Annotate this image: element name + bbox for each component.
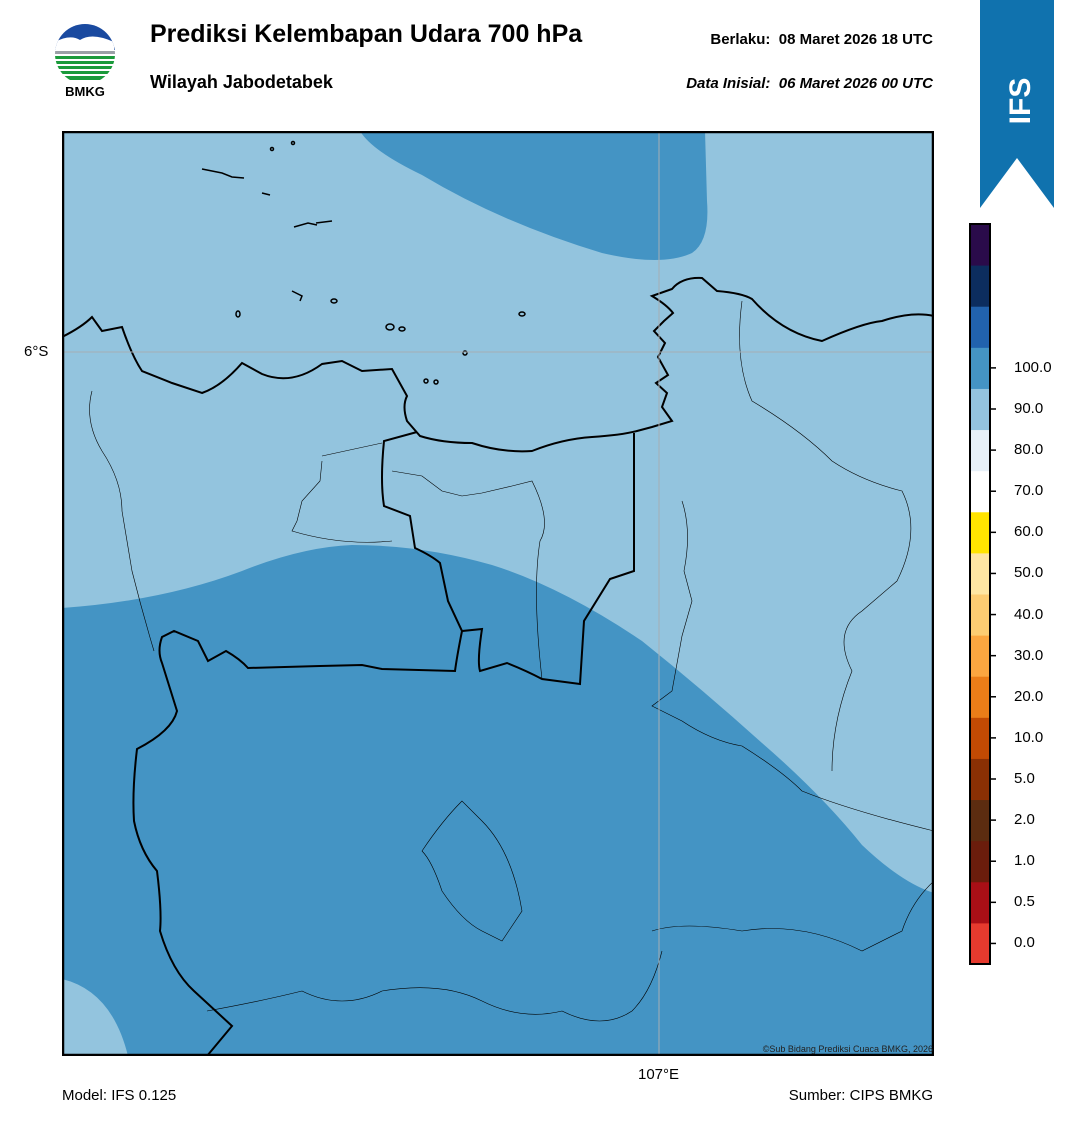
province-border <box>381 431 635 686</box>
colorbar-label: 40.0 <box>1014 605 1044 623</box>
colorbar-label: 30.0 <box>1014 646 1044 664</box>
colorbar-segment <box>970 881 990 924</box>
colorbar-label: 10.0 <box>1014 728 1044 746</box>
colorbar-segment <box>970 635 990 677</box>
valid-time: Berlaku: 08 Maret 2026 18 UTC <box>710 31 933 48</box>
colorbar-segment <box>970 552 990 595</box>
colorbar-segment <box>970 306 990 348</box>
longitude-label: 107°E <box>638 1066 680 1083</box>
colorbar-label: 20.0 <box>1014 687 1044 705</box>
region-subtitle: Wilayah Jabodetabek <box>150 72 333 92</box>
ifs-badge: IFS <box>980 0 1054 208</box>
humidity-map <box>62 131 934 1056</box>
colorbar <box>969 223 996 965</box>
model-label: Model: IFS 0.125 <box>62 1087 177 1104</box>
copyright-note: ©Sub Bidang Prediksi Cuaca BMKG, 2026 <box>762 1044 933 1054</box>
colorbar-segment <box>970 265 990 307</box>
zone-70-80-north <box>360 131 708 260</box>
zone-70-80-south <box>62 545 934 1056</box>
colorbar-segment <box>970 594 990 636</box>
colorbar-segment <box>970 840 990 883</box>
coastline <box>62 276 934 453</box>
colorbar-label: 100.0 <box>1014 358 1052 376</box>
colorbar-segment <box>970 758 990 801</box>
colorbar-frame <box>969 223 991 965</box>
latitude-label: 6°S <box>24 343 49 360</box>
colorbar-segment <box>970 676 990 718</box>
colorbar-label: 2.0 <box>1014 811 1035 829</box>
colorbar-label: 60.0 <box>1014 523 1044 541</box>
colorbar-segment <box>970 717 990 759</box>
colorbar-segment <box>970 511 990 554</box>
colorbar-segment <box>970 922 990 965</box>
init-time-label: Data Inisial: <box>686 75 771 92</box>
colorbar-label: 80.0 <box>1014 441 1044 459</box>
colorbar-label: 70.0 <box>1014 482 1044 500</box>
page-title: Prediksi Kelembapan Udara 700 hPa <box>150 20 583 48</box>
colorbar-segment <box>970 799 990 842</box>
province-border <box>132 629 463 1056</box>
colorbar-label: 0.0 <box>1014 934 1035 952</box>
colorbar-segment <box>970 224 990 266</box>
colorbar-label: 1.0 <box>1014 852 1035 870</box>
colorbar-segment <box>970 429 990 472</box>
logo-text: BMKG <box>65 84 105 99</box>
init-time-value: 06 Maret 2026 00 UTC <box>778 75 933 92</box>
bmkg-logo <box>55 24 115 80</box>
colorbar-segment <box>970 470 990 513</box>
valid-time-value: 08 Maret 2026 18 UTC <box>778 31 933 48</box>
colorbar-label: 50.0 <box>1014 564 1044 582</box>
colorbar-label: 90.0 <box>1014 400 1044 417</box>
colorbar-label: 5.0 <box>1014 770 1035 787</box>
colorbar-segment <box>970 347 990 389</box>
ifs-badge-text: IFS <box>1004 78 1037 125</box>
source-label: Sumber: CIPS BMKG <box>788 1087 933 1104</box>
colorbar-segment <box>970 388 990 431</box>
valid-time-label: Berlaku: <box>710 31 771 48</box>
colorbar-label: 0.5 <box>1014 893 1035 911</box>
init-time: Data Inisial: 06 Maret 2026 00 UTC <box>686 75 933 92</box>
